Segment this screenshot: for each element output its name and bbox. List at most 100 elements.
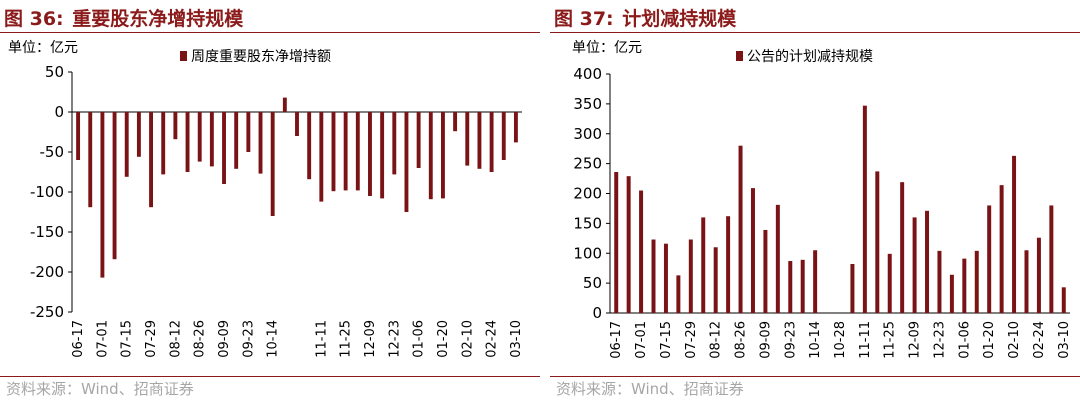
bar-08-05 bbox=[701, 217, 705, 313]
bar-07-22 bbox=[676, 275, 680, 313]
x-tick-label: 09-09 bbox=[217, 320, 232, 358]
x-tick-label: 10-28 bbox=[833, 321, 848, 359]
x-tick-label: 09-23 bbox=[241, 320, 256, 358]
bar-09-09 bbox=[763, 230, 767, 313]
bar-07-08 bbox=[113, 112, 117, 259]
bar-07-01 bbox=[100, 112, 104, 278]
bar-11-04 bbox=[307, 112, 311, 179]
bar-07-15 bbox=[664, 244, 668, 313]
bar-12-09 bbox=[913, 217, 917, 313]
bar-10-14 bbox=[813, 250, 817, 313]
x-tick-label: 07-15 bbox=[659, 321, 674, 359]
y-tick-label: -100 bbox=[30, 183, 64, 201]
y-tick-label: 250 bbox=[573, 155, 602, 173]
x-tick-label: 06-17 bbox=[609, 321, 624, 359]
bar-10-28 bbox=[295, 112, 299, 136]
y-tick-label: 350 bbox=[573, 95, 602, 113]
x-tick-label: 12-23 bbox=[387, 320, 402, 358]
x-tick-label: 01-20 bbox=[436, 320, 451, 358]
bar-09-16 bbox=[776, 205, 780, 313]
y-tick-label: -250 bbox=[30, 303, 64, 321]
x-tick-label: 02-10 bbox=[1007, 321, 1022, 359]
bar-03-03 bbox=[1049, 205, 1053, 313]
x-tick-label: 02-24 bbox=[1032, 321, 1047, 359]
y-tick-label: 50 bbox=[583, 274, 602, 292]
bar-01-13 bbox=[429, 112, 433, 199]
source-note: 资料来源：Wind、招商证券 bbox=[556, 378, 744, 399]
bar-09-30 bbox=[801, 260, 805, 313]
bar-02-24 bbox=[1037, 238, 1041, 313]
y-tick-label: 200 bbox=[573, 185, 602, 203]
x-tick-label: 01-06 bbox=[412, 320, 427, 358]
bar-02-24 bbox=[490, 112, 494, 172]
x-tick-label: 07-01 bbox=[634, 321, 649, 359]
x-tick-label: 10-14 bbox=[808, 321, 823, 359]
source-rule bbox=[550, 376, 1080, 377]
bar-03-10 bbox=[514, 112, 518, 142]
bar-11-11 bbox=[863, 106, 867, 313]
bar-02-17 bbox=[1025, 250, 1029, 313]
x-tick-label: 11-25 bbox=[883, 321, 898, 359]
x-tick-label: 12-09 bbox=[908, 321, 923, 359]
bar-12-16 bbox=[380, 112, 384, 198]
x-tick-label: 02-10 bbox=[460, 320, 475, 358]
y-tick-label: -50 bbox=[40, 143, 65, 161]
y-tick-label: 400 bbox=[573, 65, 602, 83]
x-tick-label: 07-01 bbox=[95, 320, 110, 358]
x-tick-label: 11-11 bbox=[858, 321, 873, 359]
bar-12-30 bbox=[405, 112, 409, 212]
bar-03-10 bbox=[1062, 287, 1066, 313]
x-tick-label: 09-09 bbox=[758, 321, 773, 359]
legend-label: 周度重要股东净增持额 bbox=[191, 49, 331, 65]
x-tick-label: 03-10 bbox=[509, 320, 524, 358]
bar-06-17 bbox=[76, 112, 80, 160]
bar-02-10 bbox=[465, 112, 469, 166]
x-tick-label: 03-10 bbox=[1057, 321, 1072, 359]
bar-07-29 bbox=[149, 112, 153, 207]
bar-12-30 bbox=[950, 275, 954, 313]
bar-07-01 bbox=[639, 191, 643, 313]
x-tick-label: 08-26 bbox=[734, 321, 749, 359]
bar-09-09 bbox=[222, 112, 226, 184]
bar-12-16 bbox=[925, 211, 929, 313]
bar-12-02 bbox=[900, 182, 904, 313]
x-tick-label: 12-09 bbox=[363, 320, 378, 358]
legend-swatch bbox=[736, 51, 743, 61]
bar-08-05 bbox=[161, 112, 165, 174]
y-tick-label: 50 bbox=[45, 63, 64, 81]
figure-36-panel: 图 36: 重要股东净增持规模 单位：亿元 周度重要股东净增持额 50 0 -50 -10… bbox=[0, 0, 540, 401]
bar-02-17 bbox=[477, 112, 481, 169]
bar-12-02 bbox=[356, 112, 360, 190]
legend-label: 公告的计划减持规模 bbox=[747, 49, 873, 65]
figure-37-panel: 图 37: 计划减持规模 单位：亿元 公告的计划减持规模 400 350 300 250 2… bbox=[550, 0, 1080, 401]
x-tick-label: 08-12 bbox=[709, 321, 724, 359]
bar-08-19 bbox=[726, 216, 730, 313]
x-tick-label: 07-29 bbox=[684, 321, 699, 359]
bar-12-23 bbox=[937, 251, 941, 313]
x-tick-label: 02-24 bbox=[485, 320, 500, 358]
bar-11-18 bbox=[875, 171, 879, 313]
bar-07-29 bbox=[689, 240, 693, 313]
unit-label: 单位：亿元 bbox=[8, 40, 78, 56]
y-tick-label: 300 bbox=[573, 125, 602, 143]
bar-10-21 bbox=[283, 98, 287, 112]
bar-09-02 bbox=[210, 112, 214, 166]
bar-09-16 bbox=[234, 112, 238, 169]
bar-02-10 bbox=[1012, 156, 1016, 313]
bar-09-23 bbox=[246, 112, 250, 152]
bar-06-17 bbox=[614, 172, 618, 313]
bar-11-25 bbox=[888, 254, 892, 313]
bar-07-08 bbox=[652, 240, 656, 313]
x-tick-label: 07-15 bbox=[120, 320, 135, 358]
bar-07-22 bbox=[137, 112, 141, 157]
bar-01-06 bbox=[962, 259, 966, 313]
x-tick-label: 12-23 bbox=[932, 321, 947, 359]
y-tick-label: 100 bbox=[573, 244, 602, 262]
bar-08-12 bbox=[173, 112, 177, 139]
x-tick-label: 01-20 bbox=[982, 321, 997, 359]
bar-12-09 bbox=[368, 112, 372, 196]
x-tick-label: 06-17 bbox=[71, 320, 86, 358]
y-tick-label: 150 bbox=[573, 214, 602, 232]
